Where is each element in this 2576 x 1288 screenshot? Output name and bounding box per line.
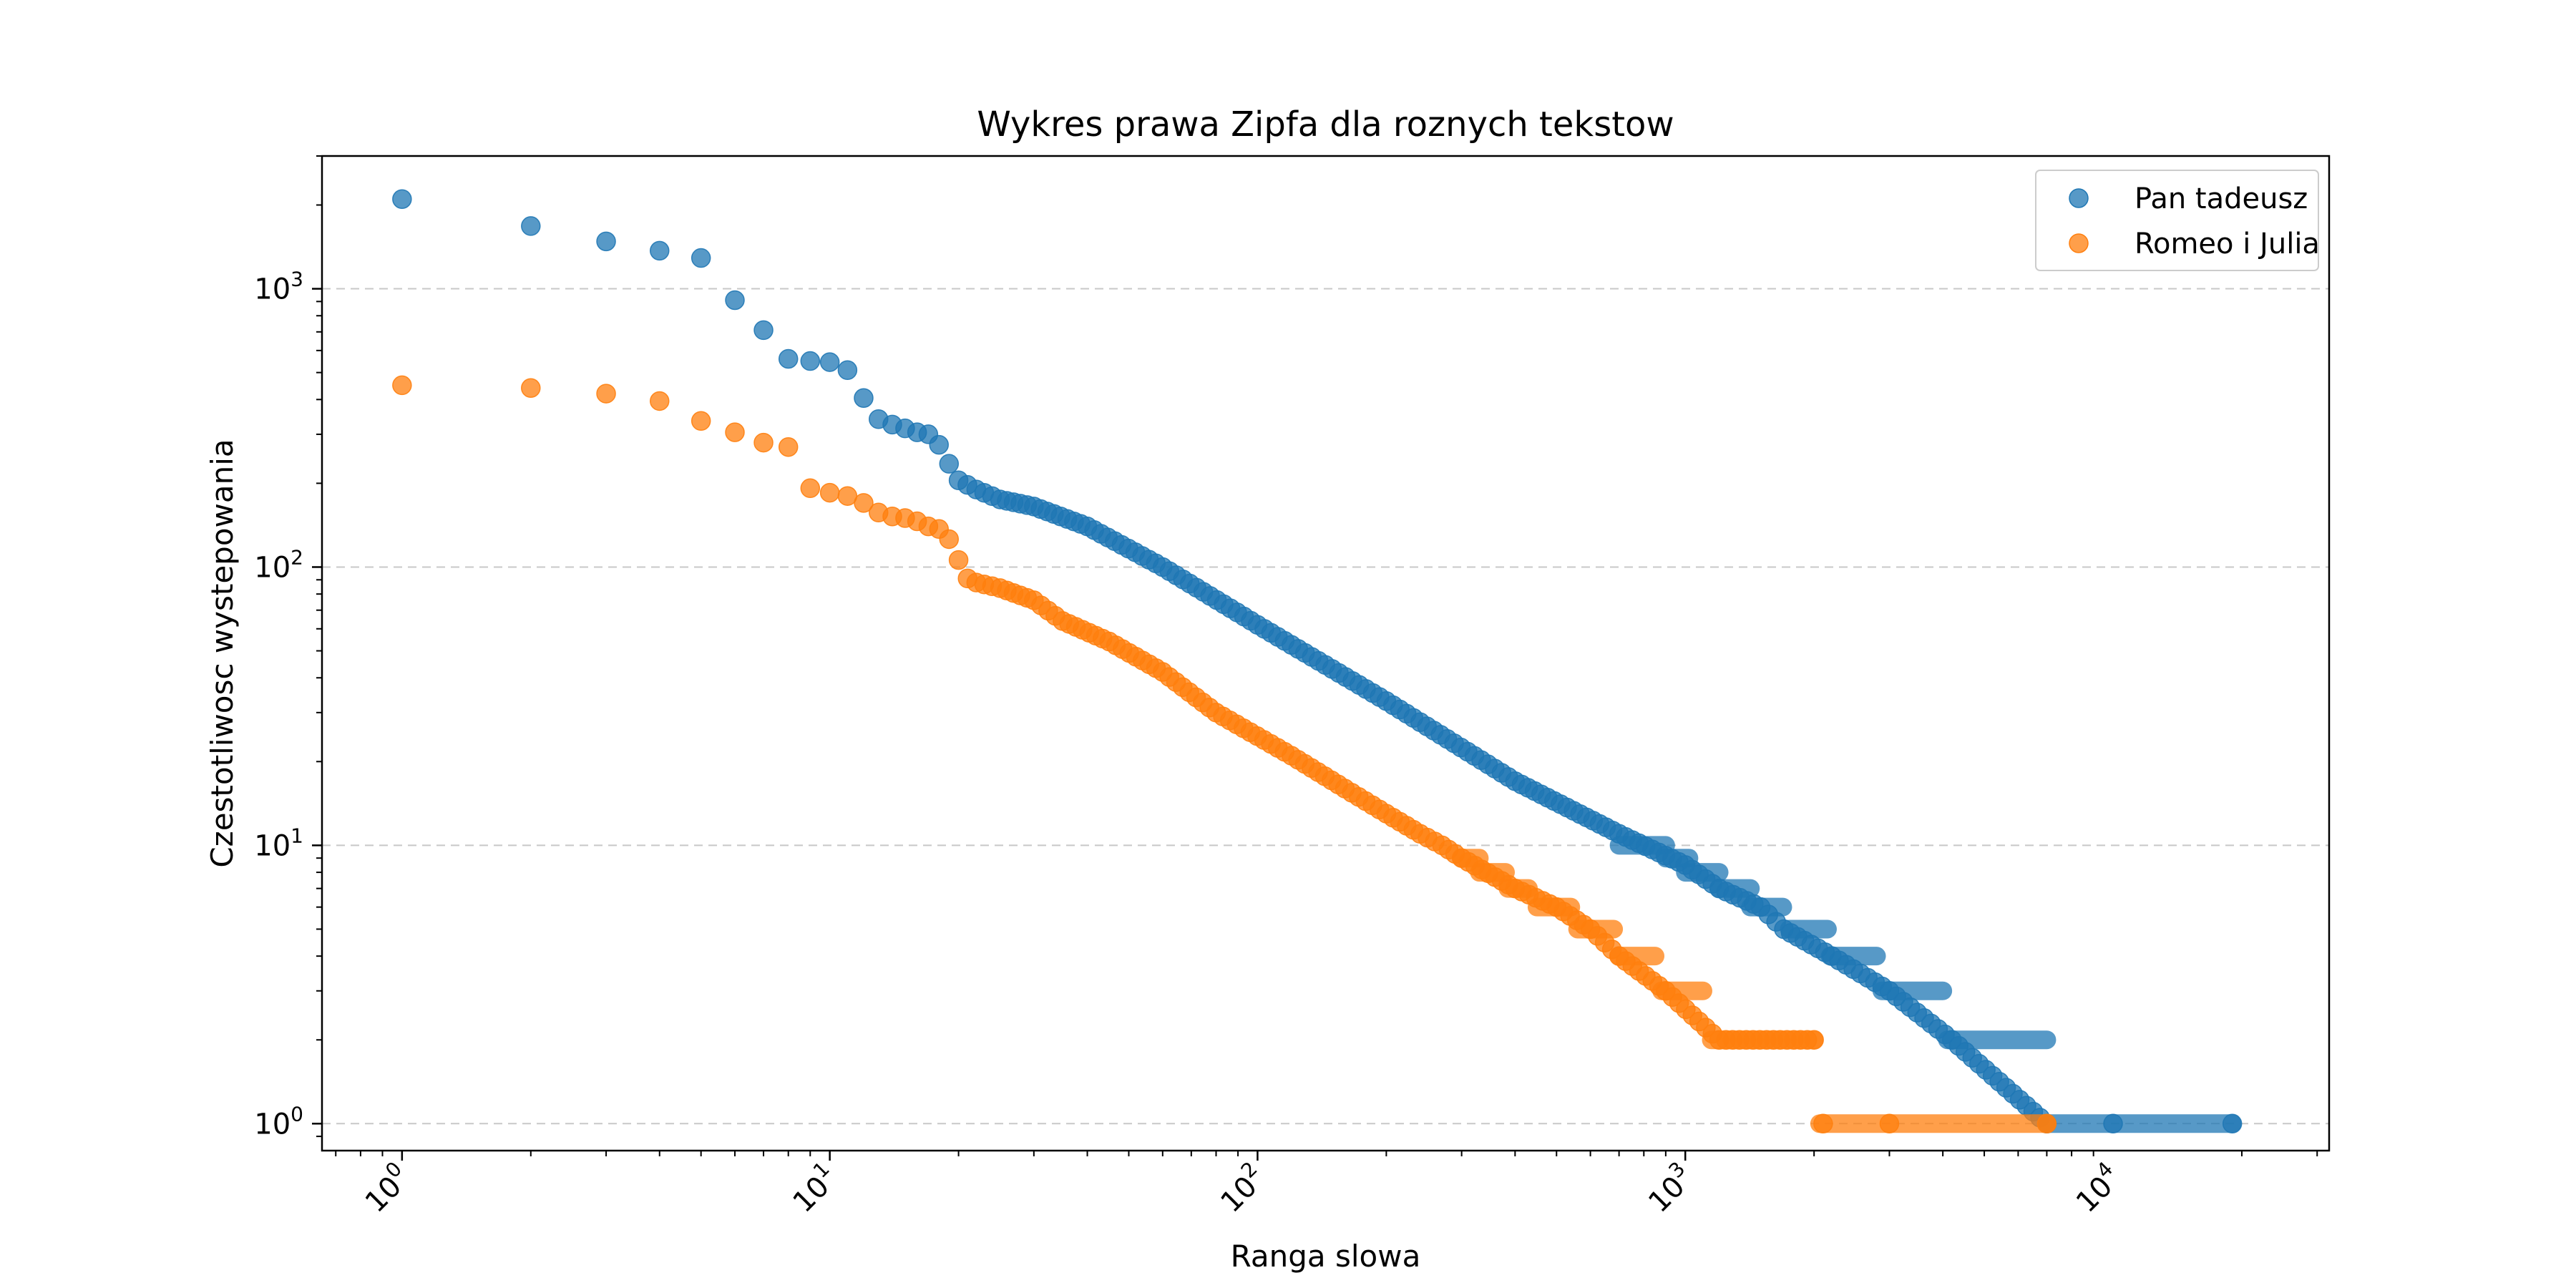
data-point — [753, 320, 774, 341]
data-point — [596, 384, 616, 404]
axes-frame — [321, 155, 2331, 1152]
data-point — [2036, 1113, 2057, 1134]
y-tick-label: 101 — [254, 824, 303, 862]
data-plateau — [2037, 1114, 2242, 1133]
data-point — [649, 391, 670, 411]
legend-box — [2035, 170, 2319, 271]
legend-label-pan-tadeusz: Pan tadeusz — [2135, 182, 2308, 215]
data-plateau — [1810, 1114, 2057, 1133]
data-point — [778, 348, 799, 369]
series-pan-tadeusz — [392, 189, 2243, 1134]
data-point — [2103, 1113, 2123, 1134]
data-point — [800, 351, 821, 371]
data-point — [800, 478, 821, 499]
y-axis-ticks: 100 101 102 103 — [254, 155, 322, 1141]
data-point — [819, 352, 840, 372]
data-point — [948, 550, 969, 570]
legend: Pan tadeusz Romeo i Julia — [2035, 170, 2320, 271]
data-point — [392, 189, 412, 209]
data-point — [939, 454, 960, 474]
y-tick-label: 102 — [254, 545, 303, 584]
grid-layer — [322, 288, 2329, 1125]
data-point — [819, 482, 840, 503]
data-point — [521, 378, 541, 398]
y-tick-label: 103 — [254, 268, 303, 306]
data-point — [596, 231, 616, 252]
y-tick-label: 100 — [254, 1102, 303, 1141]
data-point — [392, 375, 412, 396]
data-point — [929, 434, 949, 455]
data-point — [837, 360, 858, 381]
chart-title: Wykres prawa Zipfa dla roznych tekstow — [977, 104, 1674, 145]
data-point — [1804, 1030, 1824, 1050]
data-point — [1813, 1113, 1833, 1134]
data-point — [854, 493, 874, 513]
data-point — [939, 529, 960, 550]
y-axis-label: Czestotliwosc wystepowania — [205, 439, 240, 867]
data-point — [725, 422, 745, 442]
data-layer — [392, 189, 2243, 1134]
data-point — [691, 411, 711, 431]
data-point — [854, 388, 874, 408]
data-point — [691, 248, 711, 268]
data-point — [725, 290, 745, 311]
legend-marker-pan-tadeusz — [2069, 188, 2089, 208]
x-axis-label: Ranga slowa — [1231, 1239, 1421, 1274]
series-romeo-i-julia — [392, 375, 2057, 1134]
legend-marker-romeo-i-julia — [2069, 233, 2089, 253]
data-point — [1879, 1113, 1900, 1134]
data-point — [753, 432, 774, 453]
data-point — [2222, 1113, 2243, 1134]
data-point — [649, 240, 670, 261]
legend-label-romeo-i-julia: Romeo i Julia — [2135, 228, 2320, 260]
data-point — [521, 216, 541, 236]
data-point — [778, 436, 799, 457]
